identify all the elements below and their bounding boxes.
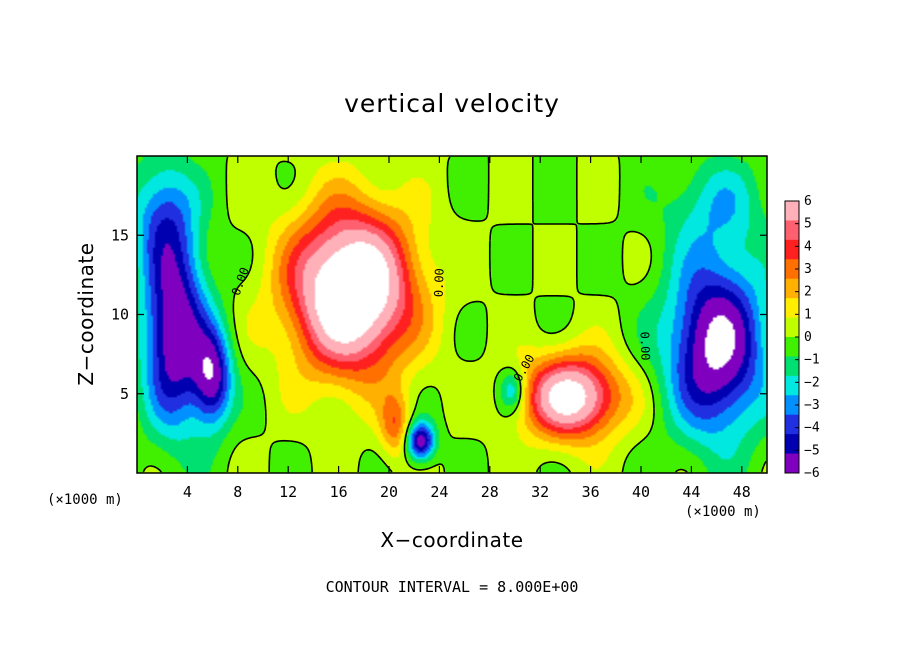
chart-title: vertical velocity: [344, 89, 560, 118]
colorbar-label: −2: [804, 375, 820, 390]
x-tick-label: 48: [733, 483, 751, 501]
x-tick-label: 8: [233, 483, 242, 501]
z-unit-right: (×1000 m): [685, 504, 761, 520]
colorbar-swatch: [785, 375, 799, 396]
velocity-field: [137, 156, 767, 473]
colorbar-label: 2: [804, 285, 812, 300]
x-tick-label: 40: [632, 483, 650, 501]
y-tick-label: 5: [120, 385, 129, 403]
x-axis-title: X−coordinate: [380, 528, 523, 552]
colorbar-swatch: [785, 434, 799, 455]
x-unit-left: (×1000 m): [47, 492, 123, 508]
colorbar-swatch: [785, 298, 799, 319]
colorbar-label: −1: [804, 353, 820, 368]
x-tick-label: 20: [380, 483, 398, 501]
colorbar-label: −3: [804, 398, 820, 413]
contour-label: 0.00: [637, 331, 652, 360]
colorbar-swatch: [785, 201, 799, 221]
colorbar-label: 6: [804, 194, 812, 209]
x-tick-label: 36: [582, 483, 600, 501]
x-tick-label: 4: [183, 483, 192, 501]
colorbar-label: 0: [804, 330, 812, 345]
colorbar-swatch: [785, 278, 799, 299]
plot-area: [137, 156, 767, 473]
colorbar-swatch: [785, 337, 799, 357]
x-tick-label: 28: [481, 483, 499, 501]
x-tick-label: 44: [682, 483, 700, 501]
colorbar-swatch: [785, 259, 799, 280]
colorbar-label: −5: [804, 443, 820, 458]
colorbar-swatch: [785, 317, 799, 338]
y-axis-title: Z−coordinate: [74, 242, 98, 385]
colorbar-swatch: [785, 220, 799, 241]
x-tick-label: 24: [430, 483, 448, 501]
colorbar-swatch: [785, 453, 799, 474]
colorbar-swatch: [785, 356, 799, 377]
colorbar-label: 3: [804, 262, 812, 277]
contour-interval-note: CONTOUR INTERVAL = 8.000E+00: [326, 578, 579, 596]
colorbar-label: 5: [804, 217, 812, 232]
y-tick-label: 10: [111, 306, 129, 324]
x-tick-label: 32: [531, 483, 549, 501]
contour-lines: [142, 156, 767, 473]
colorbar-swatch: [785, 239, 799, 260]
y-tick-label: 15: [111, 226, 129, 244]
x-tick-label: 16: [330, 483, 348, 501]
colorbar: 6 5 4 3 2 1 0 −1 −2 −3 −4 −5 −6: [784, 194, 820, 481]
zero-contour: [142, 156, 767, 473]
colorbar-swatch: [785, 414, 799, 435]
colorbar-swatch: [785, 395, 799, 416]
colorbar-label: 1: [804, 307, 812, 322]
colorbar-label: −4: [804, 421, 820, 436]
y-axis-ticks: 5 10 15: [111, 226, 767, 403]
colorbar-label: −6: [804, 466, 820, 481]
x-tick-label: 12: [279, 483, 297, 501]
contour-label: 0.00: [432, 268, 447, 297]
colorbar-label: 4: [804, 239, 812, 254]
x-axis-ticks: 4 8 12 16 20 24 28 32 36 40 44 48: [183, 156, 751, 501]
